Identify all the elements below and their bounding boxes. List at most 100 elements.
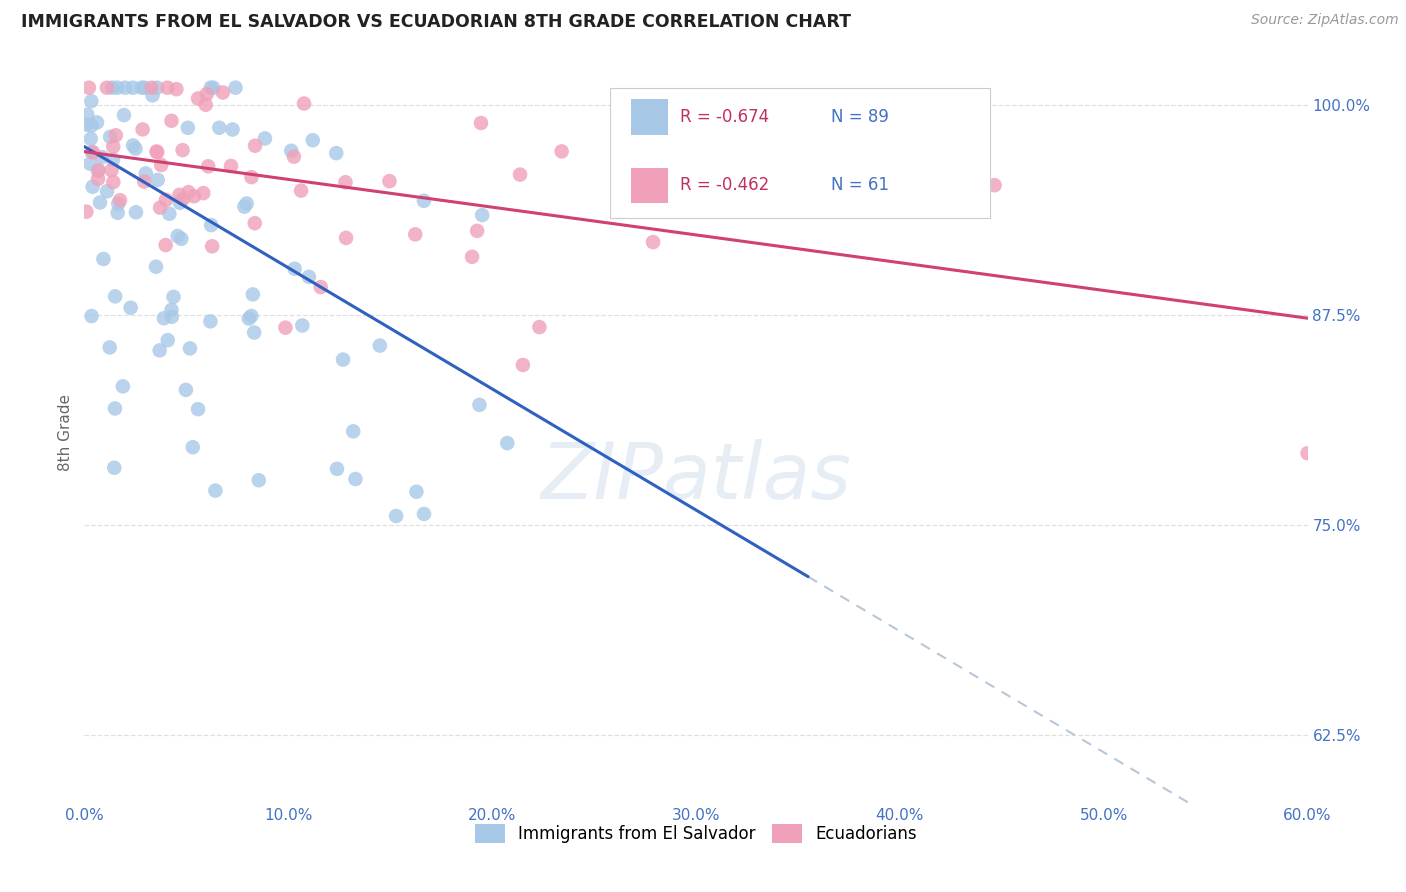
Point xyxy=(122,138,145,153)
Point xyxy=(221,122,243,136)
Point xyxy=(125,205,148,219)
Point xyxy=(87,172,110,186)
Point xyxy=(101,153,124,167)
Point xyxy=(107,196,129,211)
Point xyxy=(87,163,110,178)
Point xyxy=(243,138,266,153)
Point xyxy=(82,179,104,194)
Point xyxy=(529,320,551,334)
Legend: Immigrants from El Salvador, Ecuadorians: Immigrants from El Salvador, Ecuadorians xyxy=(468,817,924,850)
Point xyxy=(290,184,312,198)
Point xyxy=(197,159,219,173)
FancyBboxPatch shape xyxy=(631,99,668,135)
Point xyxy=(77,80,100,95)
Point xyxy=(325,146,347,161)
Point xyxy=(96,184,118,198)
Point xyxy=(87,163,110,178)
FancyBboxPatch shape xyxy=(631,168,668,203)
Point xyxy=(169,195,191,210)
Point xyxy=(169,187,191,202)
Point xyxy=(160,113,183,128)
Point xyxy=(326,462,349,476)
Point xyxy=(461,250,484,264)
Point xyxy=(103,175,125,189)
Point xyxy=(177,185,200,199)
Point xyxy=(280,144,302,158)
Point xyxy=(200,80,222,95)
Point xyxy=(378,174,401,188)
Point xyxy=(179,342,201,356)
Point xyxy=(413,194,436,208)
Point xyxy=(335,175,357,189)
Point xyxy=(103,460,125,475)
Point xyxy=(201,239,224,253)
Text: N = 89: N = 89 xyxy=(831,108,889,127)
Point xyxy=(146,173,169,187)
Point xyxy=(162,290,184,304)
Point xyxy=(153,311,176,326)
Point xyxy=(983,178,1005,193)
Point xyxy=(204,483,226,498)
Point xyxy=(1296,446,1319,460)
Point xyxy=(405,484,427,499)
Point xyxy=(471,208,494,222)
Point xyxy=(193,186,215,201)
Point xyxy=(149,343,172,358)
Point xyxy=(233,200,256,214)
Point xyxy=(145,260,167,274)
Point xyxy=(111,379,134,393)
Point xyxy=(172,192,194,206)
Point xyxy=(468,398,491,412)
Point xyxy=(512,358,534,372)
Point xyxy=(141,80,163,95)
Point xyxy=(335,231,357,245)
Point xyxy=(212,86,235,100)
Point xyxy=(219,159,242,173)
Point xyxy=(80,132,103,146)
Point xyxy=(76,107,98,121)
Point xyxy=(225,80,247,95)
Point xyxy=(238,311,260,326)
Point xyxy=(202,80,225,95)
Point xyxy=(86,115,108,129)
Point xyxy=(150,158,173,172)
Point xyxy=(187,402,209,417)
Point xyxy=(96,80,118,95)
Point xyxy=(283,150,305,164)
Point xyxy=(172,143,194,157)
Point xyxy=(104,401,127,416)
Point xyxy=(80,94,103,108)
Point xyxy=(240,170,263,185)
Point xyxy=(157,207,180,221)
Point xyxy=(75,204,97,219)
Point xyxy=(404,227,426,242)
Point xyxy=(75,118,97,132)
Point xyxy=(131,80,153,95)
Text: ZIPatlas: ZIPatlas xyxy=(540,439,852,515)
Point xyxy=(165,82,187,96)
Point xyxy=(98,340,121,354)
Point xyxy=(181,440,204,454)
Point xyxy=(156,333,179,347)
Point xyxy=(344,472,367,486)
Point xyxy=(149,201,172,215)
Point xyxy=(82,145,104,160)
Point xyxy=(509,168,531,182)
Point xyxy=(332,352,354,367)
Point xyxy=(100,163,122,178)
Point xyxy=(385,508,408,523)
Point xyxy=(124,142,146,156)
Point xyxy=(141,88,163,103)
Point xyxy=(242,287,264,301)
Point xyxy=(200,218,222,232)
Point xyxy=(80,309,103,323)
Point xyxy=(243,326,266,340)
Point xyxy=(291,318,314,333)
Point xyxy=(145,145,167,159)
Point xyxy=(413,507,436,521)
Point xyxy=(112,108,135,122)
Point xyxy=(104,289,127,303)
Point xyxy=(156,80,179,95)
Point xyxy=(247,473,270,487)
Point xyxy=(284,261,307,276)
